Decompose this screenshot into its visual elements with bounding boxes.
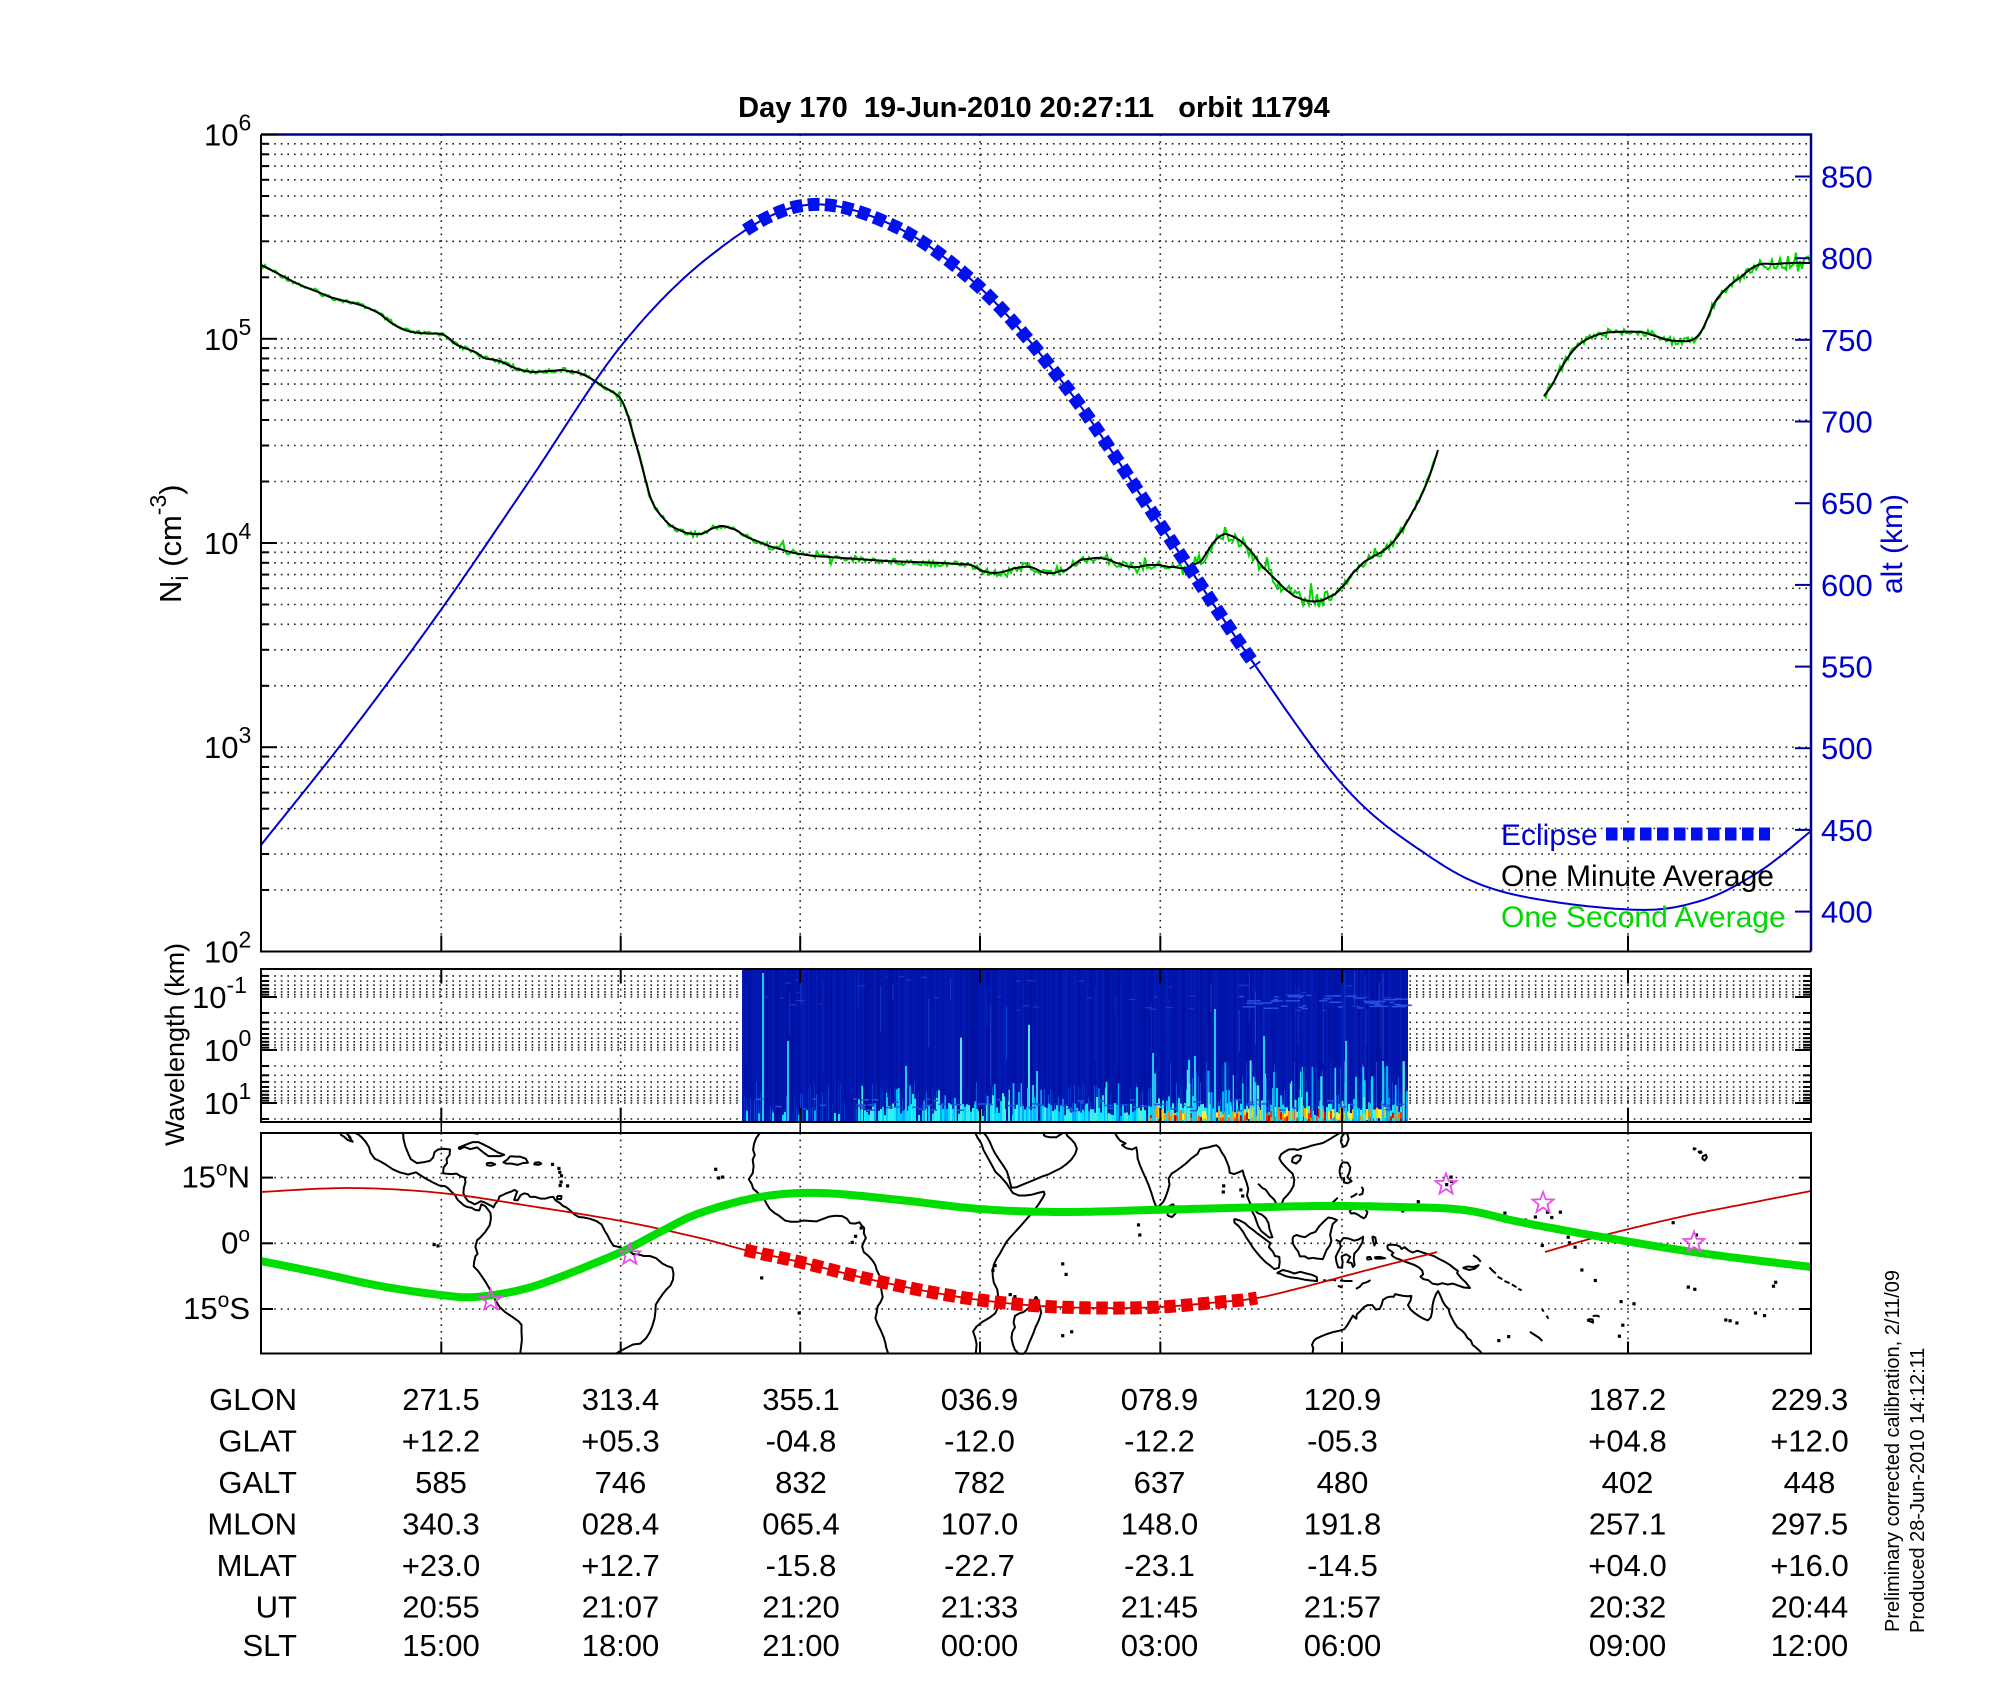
svg-text:+12.0: +12.0 — [1770, 1424, 1848, 1459]
svg-text:746: 746 — [595, 1465, 647, 1500]
svg-text:-12.2: -12.2 — [1124, 1424, 1195, 1459]
svg-text:06:00: 06:00 — [1304, 1628, 1382, 1663]
svg-text:GLON: GLON — [209, 1382, 297, 1417]
svg-text:-22.7: -22.7 — [944, 1548, 1015, 1583]
svg-text:120.9: 120.9 — [1304, 1382, 1382, 1417]
svg-text:20:32: 20:32 — [1589, 1590, 1667, 1625]
svg-text:One Second Average: One Second Average — [1501, 901, 1786, 934]
svg-text:400: 400 — [1821, 895, 1873, 930]
svg-text:850: 850 — [1821, 160, 1873, 195]
svg-text:15oN: 15oN — [181, 1158, 250, 1195]
svg-text:15oS: 15oS — [183, 1289, 250, 1326]
svg-text:00:00: 00:00 — [941, 1628, 1019, 1663]
svg-text:09:00: 09:00 — [1589, 1628, 1667, 1663]
svg-text:20:55: 20:55 — [402, 1590, 480, 1625]
svg-text:191.8: 191.8 — [1304, 1507, 1382, 1542]
svg-text:782: 782 — [954, 1465, 1006, 1500]
svg-text:448: 448 — [1784, 1465, 1836, 1500]
svg-text:-15.8: -15.8 — [766, 1548, 837, 1583]
svg-text:-14.5: -14.5 — [1307, 1548, 1378, 1583]
svg-text:637: 637 — [1134, 1465, 1186, 1500]
svg-text:101: 101 — [204, 1078, 251, 1121]
svg-text:+04.0: +04.0 — [1588, 1548, 1666, 1583]
svg-text:750: 750 — [1821, 323, 1873, 358]
svg-text:+04.8: +04.8 — [1588, 1424, 1666, 1459]
svg-text:UT: UT — [256, 1590, 297, 1625]
svg-text:Day 170 19-Jun-2010 20:27:11: Day 170 19-Jun-2010 20:27:11 orbit 11794 — [738, 92, 1330, 124]
svg-text:GALT: GALT — [218, 1465, 297, 1500]
svg-text:800: 800 — [1821, 241, 1873, 276]
svg-text:21:20: 21:20 — [762, 1590, 840, 1625]
svg-text:12:00: 12:00 — [1771, 1628, 1849, 1663]
svg-text:+12.2: +12.2 — [402, 1424, 480, 1459]
svg-text:065.4: 065.4 — [762, 1507, 840, 1542]
svg-text:Ni (cm-3): Ni (cm-3) — [145, 484, 193, 603]
svg-text:550: 550 — [1821, 650, 1873, 685]
svg-text:700: 700 — [1821, 405, 1873, 440]
svg-text:SLT: SLT — [242, 1628, 297, 1663]
svg-text:028.4: 028.4 — [582, 1507, 660, 1542]
svg-text:187.2: 187.2 — [1589, 1382, 1667, 1417]
svg-text:alt (km): alt (km) — [1876, 494, 1909, 594]
svg-text:03:00: 03:00 — [1121, 1628, 1199, 1663]
svg-text:313.4: 313.4 — [582, 1382, 660, 1417]
svg-text:+12.7: +12.7 — [581, 1548, 659, 1583]
svg-text:+23.0: +23.0 — [402, 1548, 480, 1583]
svg-text:-04.8: -04.8 — [766, 1424, 837, 1459]
svg-text:585: 585 — [415, 1465, 467, 1500]
svg-text:402: 402 — [1602, 1465, 1654, 1500]
svg-text:18:00: 18:00 — [582, 1628, 660, 1663]
svg-text:257.1: 257.1 — [1589, 1507, 1667, 1542]
svg-text:078.9: 078.9 — [1121, 1382, 1199, 1417]
svg-text:105: 105 — [204, 314, 251, 357]
svg-text:+16.0: +16.0 — [1770, 1548, 1848, 1583]
svg-text:500: 500 — [1821, 731, 1873, 766]
svg-text:-05.3: -05.3 — [1307, 1424, 1378, 1459]
svg-text:20:44: 20:44 — [1771, 1590, 1849, 1625]
svg-text:229.3: 229.3 — [1771, 1382, 1849, 1417]
svg-text:480: 480 — [1317, 1465, 1369, 1500]
svg-text:Eclipse: Eclipse — [1501, 819, 1598, 852]
svg-text:+05.3: +05.3 — [581, 1424, 659, 1459]
svg-text:GLAT: GLAT — [218, 1424, 297, 1459]
svg-text:148.0: 148.0 — [1121, 1507, 1199, 1542]
svg-text:271.5: 271.5 — [402, 1382, 480, 1417]
svg-text:Produced 28-Jun-2010 14:12:11: Produced 28-Jun-2010 14:12:11 — [1907, 1348, 1929, 1633]
svg-text:21:00: 21:00 — [762, 1628, 840, 1663]
svg-text:107.0: 107.0 — [941, 1507, 1019, 1542]
svg-text:650: 650 — [1821, 486, 1873, 521]
svg-text:21:33: 21:33 — [941, 1590, 1019, 1625]
svg-text:MLAT: MLAT — [217, 1548, 297, 1583]
svg-text:832: 832 — [775, 1465, 827, 1500]
svg-text:21:45: 21:45 — [1121, 1590, 1199, 1625]
svg-text:036.9: 036.9 — [941, 1382, 1019, 1417]
svg-text:One Minute Average: One Minute Average — [1501, 860, 1774, 893]
svg-text:600: 600 — [1821, 568, 1873, 603]
svg-text:Wavelength (km): Wavelength (km) — [160, 943, 190, 1146]
svg-text:Preliminary corrected calibrat: Preliminary corrected calibration, 2/11/… — [1882, 1270, 1904, 1632]
svg-text:MLON: MLON — [207, 1507, 297, 1542]
svg-text:21:57: 21:57 — [1304, 1590, 1382, 1625]
svg-text:297.5: 297.5 — [1771, 1507, 1849, 1542]
svg-text:-12.0: -12.0 — [944, 1424, 1015, 1459]
svg-text:355.1: 355.1 — [762, 1382, 840, 1417]
svg-text:340.3: 340.3 — [402, 1507, 480, 1542]
svg-text:15:00: 15:00 — [402, 1628, 480, 1663]
svg-text:21:07: 21:07 — [582, 1590, 660, 1625]
svg-text:450: 450 — [1821, 813, 1873, 848]
svg-text:-23.1: -23.1 — [1124, 1548, 1195, 1583]
